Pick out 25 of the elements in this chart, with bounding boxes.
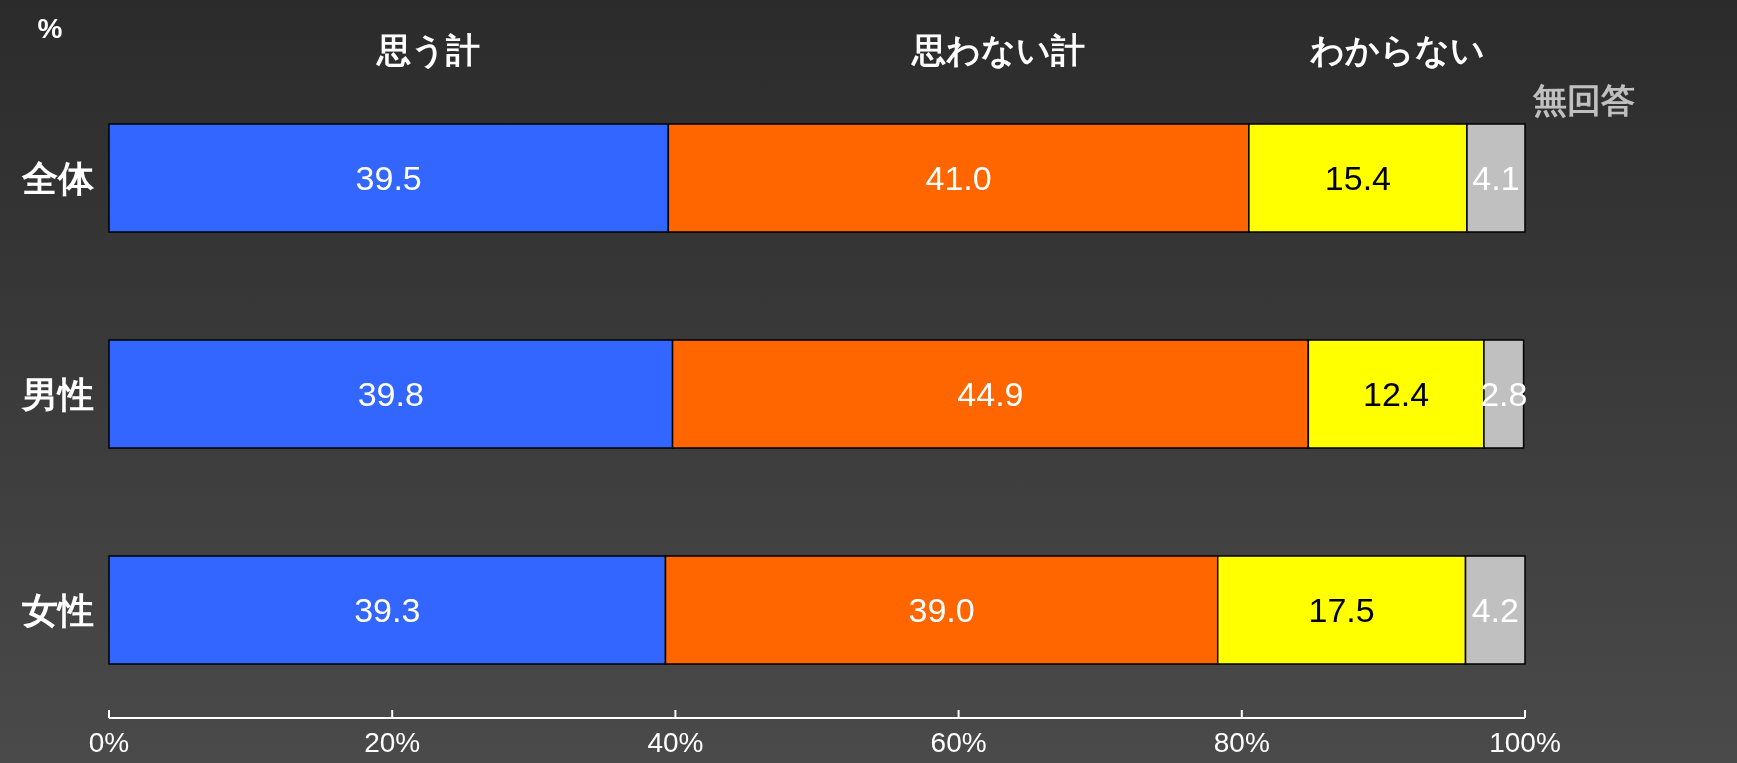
- x-tick-label: 40%: [647, 727, 704, 758]
- data-label: 39.0: [908, 590, 975, 629]
- series-label: 思う計: [375, 31, 481, 70]
- data-label: 15.4: [1324, 158, 1392, 197]
- text: %: [37, 13, 63, 44]
- data-label: 4.2: [1471, 590, 1519, 629]
- data-label: 39.3: [354, 590, 421, 629]
- series-label: 思わない計: [910, 31, 1086, 69]
- data-label: 44.9: [957, 374, 1024, 413]
- x-tick-label: 20%: [364, 727, 421, 758]
- y-tick-label: 男性: [21, 373, 94, 415]
- y-tick-label: 全体: [21, 157, 95, 199]
- x-tick-label: 100%: [1489, 727, 1561, 758]
- data-label: 39.8: [357, 374, 424, 413]
- y-tick-label: 女性: [22, 589, 94, 631]
- data-label: 39.5: [355, 158, 422, 197]
- x-tick-label: 60%: [930, 727, 987, 758]
- data-label: 17.5: [1308, 590, 1375, 629]
- data-label: 41.0: [925, 158, 992, 197]
- series-label: わからない: [1310, 31, 1486, 69]
- data-label: 12.4: [1363, 374, 1430, 413]
- x-tick-label: 80%: [1213, 727, 1270, 758]
- series-label: 無回答: [1532, 81, 1635, 119]
- data-label: 4.1: [1472, 158, 1520, 197]
- x-tick-label: 0%: [88, 727, 130, 758]
